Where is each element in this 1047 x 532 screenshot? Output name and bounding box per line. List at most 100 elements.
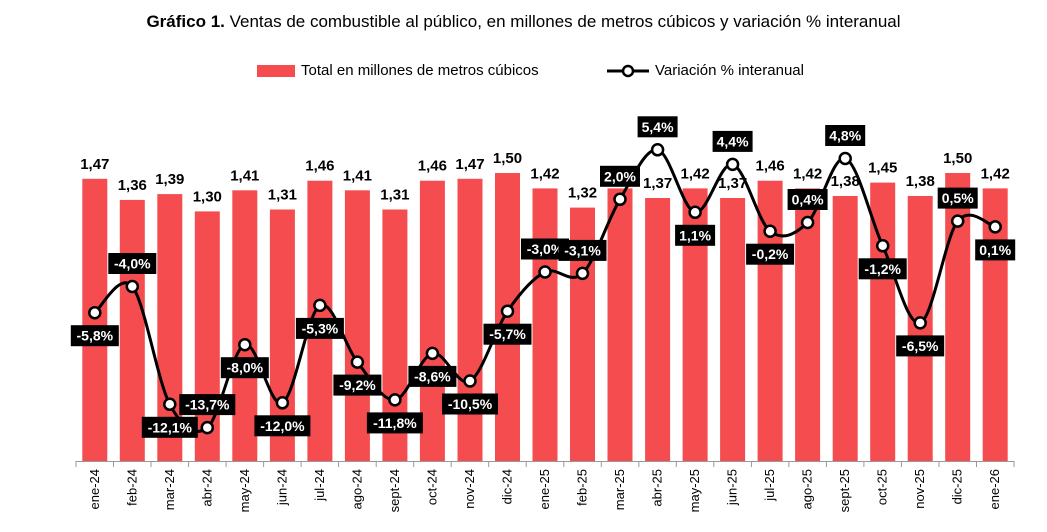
line-label-box-may-24 — [220, 357, 269, 379]
line-value-label-jul-24: -5,3% — [302, 320, 339, 336]
bar-ene-25 — [532, 188, 558, 461]
line-label-box-sept-25 — [825, 125, 866, 146]
x-tick-label-abr-25: abr-25 — [650, 469, 665, 507]
x-tick-label-may-25: may-25 — [687, 469, 702, 512]
bar-ago-24 — [344, 190, 370, 462]
line-label-box-feb-25 — [558, 239, 607, 261]
bar-value-label-ene-25: 1,42 — [530, 165, 559, 182]
line-value-label-abr-24: -13,7% — [185, 397, 230, 413]
line-label-box-may-25 — [675, 224, 716, 246]
line-value-label-oct-24: -8,6% — [414, 368, 451, 384]
line-label-box-oct-25 — [858, 258, 907, 280]
line-label-box-jun-24 — [254, 415, 311, 437]
x-tick-label-jun-24: jun-24 — [274, 469, 289, 506]
line-label-box-mar-25 — [600, 165, 640, 187]
bar-value-label-mar-24: 1,39 — [155, 171, 184, 188]
x-tick-label-may-24: may-24 — [237, 469, 252, 512]
bar-ene-24 — [82, 178, 108, 462]
line-value-label-nov-25: -6,5% — [902, 338, 939, 354]
bar-value-label-dic-24: 1,50 — [493, 150, 522, 167]
line-value-label-jul-25: -0,2% — [752, 246, 789, 262]
line-point-jul-25 — [763, 224, 777, 238]
bar-value-label-oct-25: 1,45 — [868, 160, 897, 177]
line-label-box-sept-24 — [366, 412, 423, 434]
chart-title-prefix: Gráfico 1. — [146, 12, 225, 31]
line-label-box-jun-25 — [712, 130, 753, 152]
bar-value-label-jun-25: 1,37 — [718, 175, 747, 192]
bar-mar-25 — [607, 188, 633, 461]
line-point-may-24 — [238, 337, 252, 352]
line-label-box-mar-24 — [141, 416, 198, 438]
line-value-label-feb-25: -3,1% — [564, 242, 601, 258]
x-tick-label-sept-25: sept-25 — [837, 469, 852, 512]
x-tick-label-jul-25: jul-25 — [762, 469, 777, 502]
line-value-label-may-24: -8,0% — [227, 360, 264, 376]
line-point-oct-24 — [425, 346, 440, 361]
line-label-box-oct-24 — [408, 365, 457, 387]
x-tick-label-jul-24: jul-24 — [312, 469, 327, 502]
x-tick-label-mar-24: mar-24 — [162, 469, 177, 510]
line-value-label-jun-25: 4,4% — [717, 133, 749, 149]
bar-sept-25 — [832, 196, 858, 461]
line-value-label-ene-24: -5,8% — [77, 328, 114, 344]
bar-value-label-ene-26: 1,42 — [981, 165, 1010, 182]
x-tick-label-ene-24: ene-24 — [87, 469, 102, 509]
x-tick-label-abr-24: abr-24 — [199, 469, 214, 507]
bar-nov-24 — [457, 178, 483, 462]
line-value-label-ago-25: 0,4% — [792, 192, 824, 208]
bar-value-label-jun-24: 1,31 — [268, 187, 297, 204]
bar-value-label-sept-25: 1,38 — [831, 173, 860, 190]
chart-title: Gráfico 1. Ventas de combustible al públ… — [0, 12, 1047, 32]
line-label-box-nov-25 — [896, 335, 945, 357]
line-label-box-feb-24 — [108, 253, 157, 274]
line-point-mar-25 — [613, 192, 627, 207]
line-value-label-ago-24: -9,2% — [339, 377, 376, 393]
line-label-box-jul-24 — [295, 317, 344, 339]
legend: Total en millones de metros cúbicos Vari… — [0, 62, 1047, 86]
line-label-box-dic-25 — [937, 187, 978, 209]
x-tick-label-feb-25: feb-25 — [575, 469, 590, 506]
bar-oct-24 — [419, 180, 445, 461]
line-label-box-ene-26 — [975, 239, 1016, 261]
line-value-label-nov-24: -10,5% — [448, 396, 493, 412]
line-point-ene-25 — [538, 265, 552, 279]
line-label-box-dic-24 — [483, 323, 532, 345]
bar-value-label-sept-24: 1,31 — [380, 187, 409, 204]
legend-bar-swatch — [257, 64, 295, 77]
line-point-feb-24 — [125, 279, 140, 294]
line-value-label-mar-24: -12,1% — [148, 419, 193, 435]
line-point-oct-25 — [875, 239, 890, 253]
bar-jun-25 — [720, 198, 746, 461]
line-point-may-25 — [688, 205, 702, 220]
bar-oct-25 — [870, 182, 896, 461]
bar-abr-24 — [194, 211, 220, 461]
x-tick-label-dic-24: dic-24 — [500, 469, 515, 504]
bar-value-label-jul-24: 1,46 — [305, 158, 334, 175]
x-tick-label-ago-24: ago-24 — [349, 469, 364, 509]
line-value-label-sept-24: -11,8% — [373, 415, 417, 431]
bar-value-label-ene-24: 1,47 — [80, 156, 109, 173]
line-point-mar-24 — [163, 397, 177, 412]
line-point-nov-25 — [913, 316, 927, 330]
bar-value-label-ago-25: 1,42 — [793, 165, 822, 182]
bar-ene-26 — [982, 188, 1008, 461]
legend-line-label: Variación % interanual — [655, 62, 804, 79]
line-label-box-ago-25 — [787, 189, 828, 210]
bar-jul-25 — [757, 180, 783, 461]
x-tick-label-nov-25: nov-25 — [912, 469, 927, 509]
line-point-abr-24 — [200, 420, 215, 435]
bar-value-label-feb-24: 1,36 — [118, 177, 147, 194]
bar-value-label-may-25: 1,42 — [680, 165, 709, 182]
x-tick-label-feb-24: feb-24 — [124, 469, 139, 506]
line-point-sept-25 — [838, 151, 852, 166]
line-value-label-ene-25: -3,0% — [527, 241, 564, 257]
line-label-box-ago-24 — [333, 374, 382, 396]
line-point-ago-25 — [800, 215, 815, 230]
bar-feb-24 — [119, 199, 145, 461]
line-value-label-sept-25: 4,8% — [829, 128, 861, 144]
x-tick-label-ago-25: ago-25 — [800, 469, 815, 509]
line-point-ene-26 — [988, 220, 1002, 234]
line-value-label-mar-25: 2,0% — [604, 168, 636, 184]
legend-item-bars: Total en millones de metros cúbicos — [257, 62, 539, 79]
x-tick-label-oct-24: oct-24 — [424, 469, 439, 505]
